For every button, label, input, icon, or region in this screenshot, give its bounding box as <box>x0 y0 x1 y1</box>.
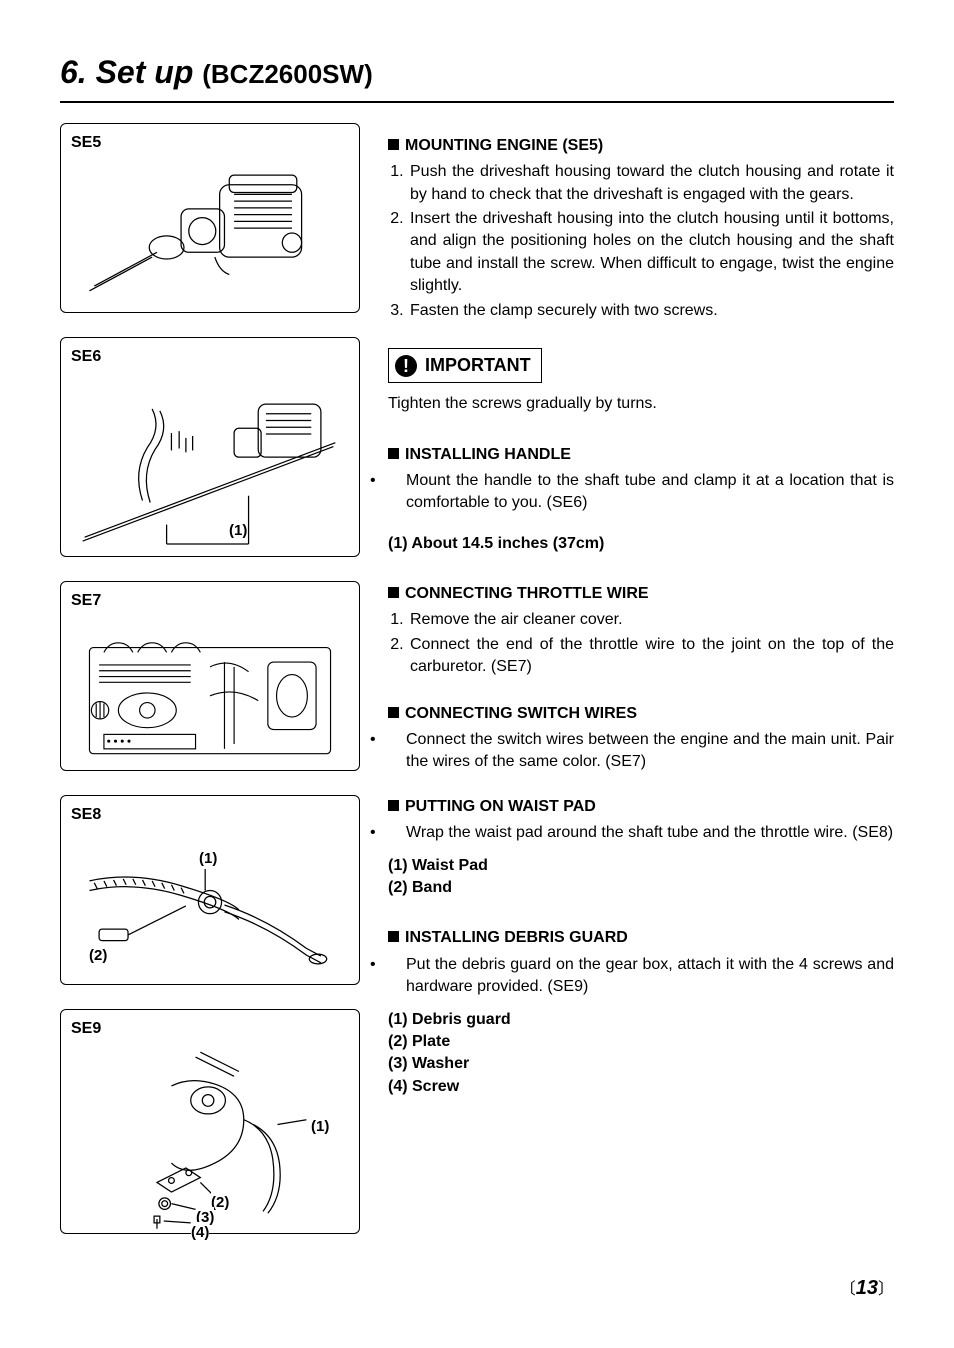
figure-label: SE7 <box>71 590 349 612</box>
figure-se6: SE6 <box>60 337 360 557</box>
important-label: IMPORTANT <box>425 353 531 378</box>
heading-text: PUTTING ON WAIST PAD <box>405 798 596 815</box>
callout-4: (4) <box>191 1222 209 1243</box>
text-column: MOUNTING ENGINE (SE5) Push the driveshaf… <box>388 123 894 1234</box>
heading-waist: PUTTING ON WAIST PAD <box>388 796 894 818</box>
list-item: Push the driveshaft housing toward the c… <box>408 161 894 206</box>
heading-text: CONNECTING THROTTLE WIRE <box>405 585 649 602</box>
heading-text: MOUNTING ENGINE (SE5) <box>405 137 603 154</box>
list-item: Fasten the clamp securely with two screw… <box>408 300 894 322</box>
figure-se7: SE7 <box>60 581 360 771</box>
heading-text: INSTALLING DEBRIS GUARD <box>405 929 628 946</box>
bracket-open: 〔 <box>840 1281 856 1298</box>
debris-legend-1: (1) Debris guard <box>388 1009 894 1031</box>
heading-throttle: CONNECTING THROTTLE WIRE <box>388 583 894 605</box>
debris-bullets: Put the debris guard on the gear box, at… <box>388 954 894 999</box>
debris-legend-4: (4) Screw <box>388 1076 894 1098</box>
figure-label: SE9 <box>71 1018 349 1040</box>
two-column-layout: SE5 <box>60 123 894 1234</box>
list-item: Insert the driveshaft housing into the c… <box>408 208 894 298</box>
figure-se8-drawing: (1) (2) <box>71 830 349 980</box>
page-num-value: 13 <box>856 1277 878 1299</box>
important-text: Tighten the screws gradually by turns. <box>388 393 894 415</box>
figure-label: SE6 <box>71 346 349 368</box>
heading-text: INSTALLING HANDLE <box>405 446 571 463</box>
bracket-close: 〕 <box>878 1281 894 1298</box>
page-title-row: 6. Set up (BCZ2600SW) <box>60 50 894 103</box>
waist-bullets: Wrap the waist pad around the shaft tube… <box>388 822 894 844</box>
heading-handle: INSTALLING HANDLE <box>388 444 894 466</box>
heading-mounting: MOUNTING ENGINE (SE5) <box>388 135 894 157</box>
title-sub: (BCZ2600SW) <box>202 59 372 89</box>
list-item: Wrap the waist pad around the shaft tube… <box>388 822 894 844</box>
figure-se9: SE9 <box>60 1009 360 1234</box>
figure-se6-drawing: (1) <box>71 372 349 552</box>
callout-2: (2) <box>89 945 107 966</box>
list-item: Mount the handle to the shaft tube and c… <box>388 470 894 515</box>
figure-se5: SE5 <box>60 123 360 313</box>
heading-switch: CONNECTING SWITCH WIRES <box>388 703 894 725</box>
page-number: 〔13〕 <box>60 1274 894 1302</box>
debris-legend-3: (3) Washer <box>388 1053 894 1075</box>
switch-bullets: Connect the switch wires between the eng… <box>388 729 894 774</box>
waist-legend-2: (2) Band <box>388 877 894 899</box>
callout-1: (1) <box>199 848 217 869</box>
callout-1: (1) <box>311 1116 329 1137</box>
figure-se5-drawing <box>71 158 349 308</box>
title-main: 6. Set up <box>60 54 202 90</box>
exclamation-icon: ! <box>395 355 417 377</box>
list-item: Put the debris guard on the gear box, at… <box>388 954 894 999</box>
figure-label: SE5 <box>71 132 349 154</box>
heading-debris: INSTALLING DEBRIS GUARD <box>388 927 894 949</box>
figure-se7-drawing <box>71 616 349 766</box>
list-item: Remove the air cleaner cover. <box>408 609 894 631</box>
figure-se8: SE8 <box>60 795 360 985</box>
figure-label: SE8 <box>71 804 349 826</box>
throttle-steps: Remove the air cleaner cover. Connect th… <box>388 609 894 678</box>
list-item: Connect the end of the throttle wire to … <box>408 634 894 679</box>
important-box: ! IMPORTANT <box>388 348 542 383</box>
debris-legend-2: (2) Plate <box>388 1031 894 1053</box>
heading-text: CONNECTING SWITCH WIRES <box>405 705 637 722</box>
callout-1: (1) <box>229 520 247 541</box>
waist-legend-1: (1) Waist Pad <box>388 855 894 877</box>
figure-se9-drawing: (1) (2) (3) (4) <box>71 1044 349 1234</box>
handle-bullets: Mount the handle to the shaft tube and c… <box>388 470 894 515</box>
list-item: Connect the switch wires between the eng… <box>388 729 894 774</box>
mounting-steps: Push the driveshaft housing toward the c… <box>388 161 894 322</box>
handle-note: (1) About 14.5 inches (37cm) <box>388 533 894 555</box>
figures-column: SE5 <box>60 123 360 1234</box>
